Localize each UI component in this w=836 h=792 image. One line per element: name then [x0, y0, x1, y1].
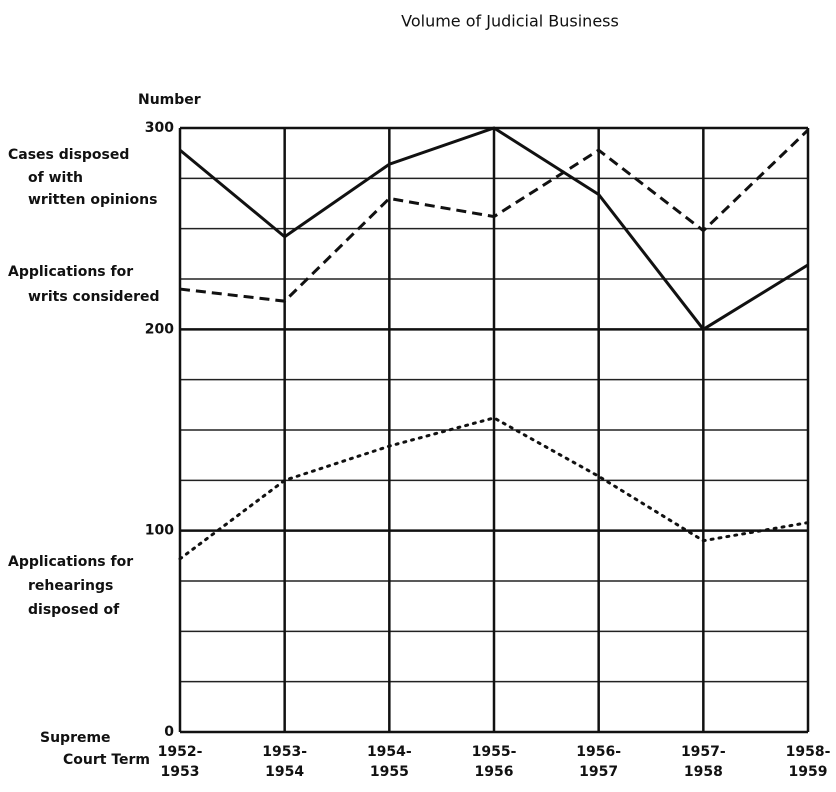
- x-tick-label: 1955: [370, 764, 409, 780]
- series-label: disposed of: [28, 602, 120, 618]
- chart-title: Volume of Judicial Business: [401, 12, 619, 31]
- y-tick-label: 300: [145, 120, 174, 136]
- series-label: Applications for: [8, 554, 133, 570]
- x-tick-label: 1954: [265, 764, 304, 780]
- y-tick-label: 100: [145, 523, 174, 539]
- series-label: rehearings: [28, 578, 113, 594]
- x-tick-label: 1958: [684, 764, 723, 780]
- x-tick-label: 1959: [789, 764, 828, 780]
- x-tick-label: 1956: [475, 764, 514, 780]
- x-tick-label: 1956-: [576, 744, 621, 760]
- y-tick-label: 0: [164, 724, 174, 740]
- series-label: writs considered: [28, 289, 160, 305]
- x-tick-label: 1953: [161, 764, 200, 780]
- y-axis-label: Number: [138, 92, 201, 108]
- y-tick-label: 200: [145, 321, 174, 337]
- x-tick-label: 1958-: [786, 744, 831, 760]
- series-label: written opinions: [28, 192, 157, 208]
- x-axis-label: Court Term: [63, 752, 150, 768]
- series-line: [178, 416, 810, 561]
- series-label: Applications for: [8, 264, 133, 280]
- series-label: of with: [28, 170, 83, 186]
- x-axis-label: Supreme: [40, 730, 111, 746]
- series-label: Cases disposed: [8, 147, 129, 163]
- series-line: [179, 126, 809, 332]
- series-line: [179, 128, 810, 303]
- x-tick-label: 1955-: [472, 744, 517, 760]
- x-tick-label: 1952-: [158, 744, 203, 760]
- x-tick-label: 1957: [579, 764, 618, 780]
- x-tick-label: 1953-: [262, 744, 307, 760]
- x-tick-label: 1957-: [681, 744, 726, 760]
- x-tick-label: 1954-: [367, 744, 412, 760]
